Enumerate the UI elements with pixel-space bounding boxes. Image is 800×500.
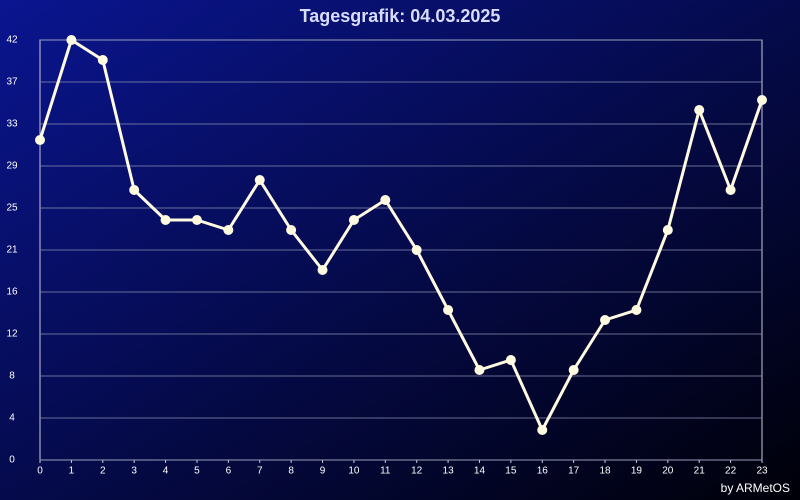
x-tick-label: 12 <box>411 466 423 477</box>
data-point <box>66 35 77 45</box>
x-tick-label: 18 <box>599 466 611 477</box>
y-tick-label: 33 <box>6 119 18 130</box>
data-point <box>129 185 140 195</box>
data-point <box>317 265 328 275</box>
y-tick-label: 0 <box>9 455 15 466</box>
x-tick-label: 0 <box>37 466 43 477</box>
credit: by ARMetOS <box>721 481 790 495</box>
x-tick-label: 22 <box>725 466 737 477</box>
x-tick-label: 8 <box>288 466 294 477</box>
x-tick-label: 4 <box>163 466 169 477</box>
data-point <box>505 355 516 365</box>
data-point <box>286 225 297 235</box>
data-point <box>97 55 108 65</box>
y-tick-label: 37 <box>6 77 18 88</box>
x-tick-label: 23 <box>756 466 768 477</box>
y-tick-label: 4 <box>9 413 15 424</box>
data-point <box>725 185 736 195</box>
data-point <box>662 225 673 235</box>
data-point <box>380 195 391 205</box>
y-tick-label: 42 <box>6 35 18 46</box>
data-line <box>38 38 764 432</box>
x-tick-label: 21 <box>694 466 706 477</box>
data-point <box>474 365 485 375</box>
data-point <box>223 225 234 235</box>
x-tick-label: 2 <box>100 466 106 477</box>
y-tick-label: 29 <box>6 161 18 172</box>
x-tick-label: 11 <box>380 466 391 477</box>
data-point <box>631 305 642 315</box>
data-point <box>411 245 422 255</box>
y-tick-label: 12 <box>6 329 18 340</box>
y-tick-label: 8 <box>9 371 15 382</box>
x-tick-label: 5 <box>194 466 200 477</box>
x-tick-label: 13 <box>443 466 455 477</box>
x-tick-label: 16 <box>537 466 549 477</box>
x-tick-label: 7 <box>257 466 263 477</box>
x-tick-label: 1 <box>69 466 75 477</box>
x-tick-label: 10 <box>348 466 360 477</box>
data-point <box>600 315 611 325</box>
x-tick-label: 6 <box>226 466 232 477</box>
x-tick-label: 9 <box>320 466 326 477</box>
data-point <box>348 215 359 225</box>
x-tick-label: 15 <box>505 466 517 477</box>
data-point <box>254 175 265 185</box>
x-tick-label: 3 <box>131 466 137 477</box>
data-point <box>160 215 171 225</box>
data-point <box>694 105 705 115</box>
chart-title: Tagesgrafik: 04.03.2025 <box>300 6 501 26</box>
x-tick-label: 17 <box>568 466 580 477</box>
x-tick-label: 20 <box>662 466 674 477</box>
y-tick-label: 25 <box>6 203 18 214</box>
data-point <box>35 135 45 145</box>
data-point <box>443 305 454 315</box>
data-point <box>568 365 579 375</box>
data-point <box>537 425 548 435</box>
x-tick-label: 19 <box>631 466 643 477</box>
data-point <box>191 215 202 225</box>
y-tick-label: 16 <box>6 287 18 298</box>
y-tick-label: 21 <box>6 245 18 256</box>
x-tick-label: 14 <box>474 466 486 477</box>
data-point <box>757 95 767 105</box>
